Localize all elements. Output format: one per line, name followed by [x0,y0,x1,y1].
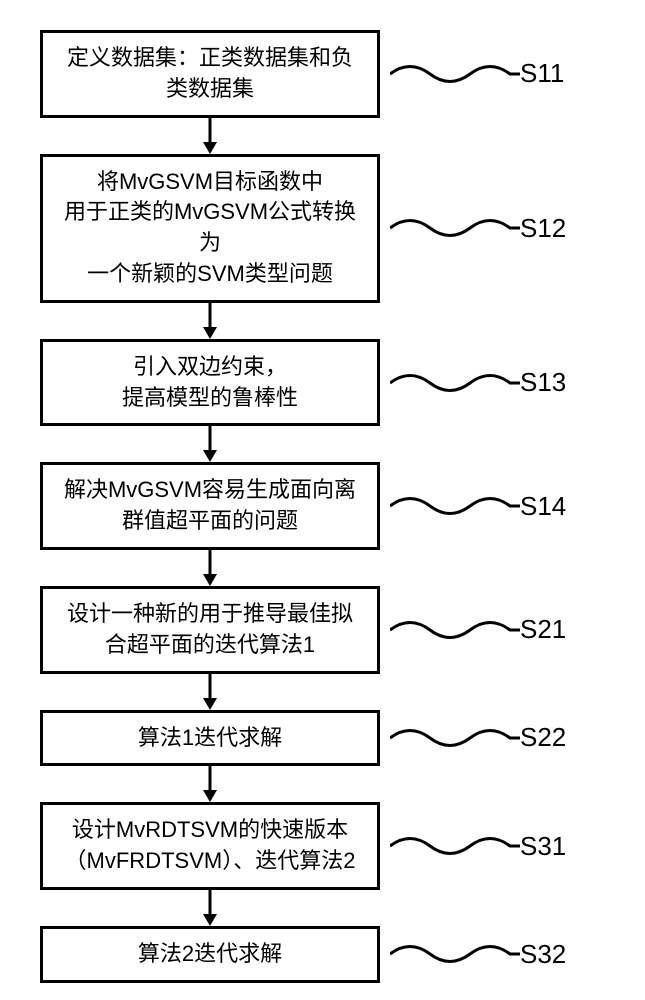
step-box: 引入双边约束， 提高模型的鲁棒性 [40,339,380,427]
step-label-wrap: S11 [390,30,564,118]
step-text-line: 用于正类的MvGSVM公式转换为 [64,199,356,255]
down-arrow-icon [40,303,380,339]
wavy-connector-icon [390,939,520,969]
flowchart-step: 解决MvGSVM容易生成面向离 群值超平面的问题 S14 [40,462,600,550]
wavy-connector-icon [390,615,520,645]
down-arrow-icon [40,674,380,710]
step-text-line: 设计一种新的用于推导最佳拟 [67,601,353,626]
step-text-line: 群值超平面的问题 [122,508,298,533]
step-box: 算法2迭代求解 [40,926,380,983]
wavy-connector-icon [390,723,520,753]
wavy-connector-icon [390,368,520,398]
step-text-line: 将MvGSVM目标函数中 [97,169,323,194]
wavy-connector-icon [390,491,520,521]
down-arrow-icon [40,766,380,802]
step-box: 解决MvGSVM容易生成面向离 群值超平面的问题 [40,462,380,550]
step-box: 将MvGSVM目标函数中 用于正类的MvGSVM公式转换为 一个新颖的SVM类型… [40,154,380,303]
step-id-label: S11 [520,58,564,89]
step-id-label: S21 [520,614,566,645]
step-text-line: （MvFRDTSVM）、迭代算法2 [65,848,356,873]
step-box: 定义数据集：正类数据集和负 类数据集 [40,30,380,118]
step-label-wrap: S14 [390,462,566,550]
step-text-line: 解决MvGSVM容易生成面向离 [64,477,356,502]
step-id-label: S12 [520,213,566,244]
step-text-line: 设计MvRDTSVM的快速版本 [72,817,348,842]
flowchart-step: 设计一种新的用于推导最佳拟 合超平面的迭代算法1 S21 [40,586,600,674]
step-label-wrap: S31 [390,802,566,890]
step-label-wrap: S12 [390,154,566,303]
step-text-line: 合超平面的迭代算法1 [105,632,315,657]
flowchart-container: 定义数据集：正类数据集和负 类数据集 S11 将MvGSVM目标函数中 用于正类… [40,30,600,983]
step-text-line: 引入双边约束， [133,354,287,379]
step-id-label: S22 [520,722,566,753]
down-arrow-icon [40,426,380,462]
flowchart-step: 定义数据集：正类数据集和负 类数据集 S11 [40,30,600,118]
wavy-connector-icon [390,59,520,89]
down-arrow-icon [40,118,380,154]
step-id-label: S32 [520,939,566,970]
step-text-line: 一个新颖的SVM类型问题 [87,261,333,286]
step-text-line: 类数据集 [166,76,254,101]
step-text-line: 定义数据集：正类数据集和负 [67,45,353,70]
flowchart-step: 引入双边约束， 提高模型的鲁棒性 S13 [40,339,600,427]
step-label-wrap: S32 [390,926,566,983]
step-text-line: 算法1迭代求解 [138,725,282,750]
step-text-line: 算法2迭代求解 [138,941,282,966]
step-box: 设计一种新的用于推导最佳拟 合超平面的迭代算法1 [40,586,380,674]
flowchart-step: 算法2迭代求解 S32 [40,926,600,983]
step-label-wrap: S21 [390,586,566,674]
flowchart-step: 将MvGSVM目标函数中 用于正类的MvGSVM公式转换为 一个新颖的SVM类型… [40,154,600,303]
wavy-connector-icon [390,213,520,243]
flowchart-step: 设计MvRDTSVM的快速版本 （MvFRDTSVM）、迭代算法2 S31 [40,802,600,890]
step-label-wrap: S22 [390,710,566,767]
step-id-label: S13 [520,367,566,398]
step-id-label: S14 [520,491,566,522]
step-box: 算法1迭代求解 [40,710,380,767]
step-id-label: S31 [520,831,566,862]
down-arrow-icon [40,890,380,926]
step-text-line: 提高模型的鲁棒性 [122,385,298,410]
step-box: 设计MvRDTSVM的快速版本 （MvFRDTSVM）、迭代算法2 [40,802,380,890]
down-arrow-icon [40,550,380,586]
step-label-wrap: S13 [390,339,566,427]
wavy-connector-icon [390,831,520,861]
flowchart-step: 算法1迭代求解 S22 [40,710,600,767]
